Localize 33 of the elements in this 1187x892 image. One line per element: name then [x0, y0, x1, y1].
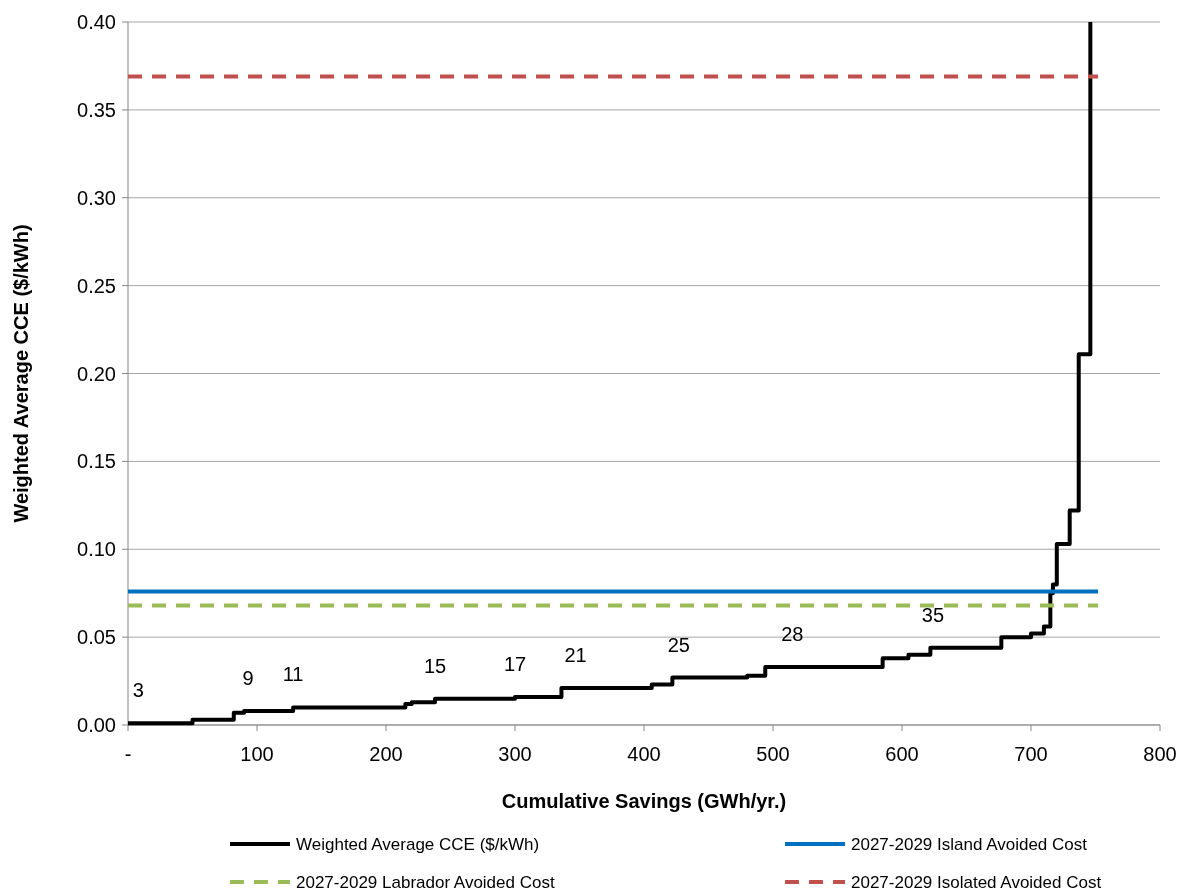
x-tick-label: 600 [885, 743, 919, 765]
y-tick-label: 0.10 [77, 538, 116, 561]
x-axis-title: Cumulative Savings (GWh/yr.) [501, 790, 787, 812]
x-tick-label: 500 [756, 743, 790, 765]
x-tick-label: 100 [240, 743, 274, 765]
x-tick-label: 300 [498, 743, 532, 765]
y-tick-label: 0.00 [77, 714, 116, 736]
x-tick-label: 400 [627, 743, 661, 765]
y-tick-label: 0.25 [77, 274, 116, 297]
y-tick-label: 0.30 [77, 186, 116, 209]
legend-label: Weighted Average CCE ($/kWh) [296, 834, 540, 854]
x-tick-label: 700 [1014, 743, 1048, 765]
y-axis-title: Weighted Average CCE ($/kWh) [10, 224, 32, 523]
legend-label: 2027-2029 Island Avoided Cost [851, 834, 1088, 854]
y-tick-label: 0.35 [77, 98, 116, 121]
x-tick-label: 800 [1143, 743, 1177, 765]
annotation: 11 [282, 663, 304, 686]
annotation: 15 [423, 654, 447, 677]
x-tick-label: 200 [369, 743, 403, 765]
annotation: 21 [564, 644, 587, 667]
legend-label: 2027-2029 Isolated Avoided Cost [851, 872, 1102, 892]
y-tick-label: 0.40 [77, 11, 116, 33]
y-tick-label: 0.20 [77, 362, 116, 385]
annotation: 28 [781, 623, 804, 645]
y-tick-label: 0.15 [77, 450, 116, 473]
annotation: 3 [132, 679, 144, 702]
annotation: 35 [921, 603, 945, 626]
annotation: 17 [503, 652, 527, 675]
legend-label: 2027-2029 Labrador Avoided Cost [296, 872, 555, 892]
annotation: 9 [242, 666, 254, 689]
x-tick-label: - [124, 743, 132, 765]
y-tick-label: 0.05 [77, 626, 116, 649]
annotation: 25 [667, 633, 690, 656]
